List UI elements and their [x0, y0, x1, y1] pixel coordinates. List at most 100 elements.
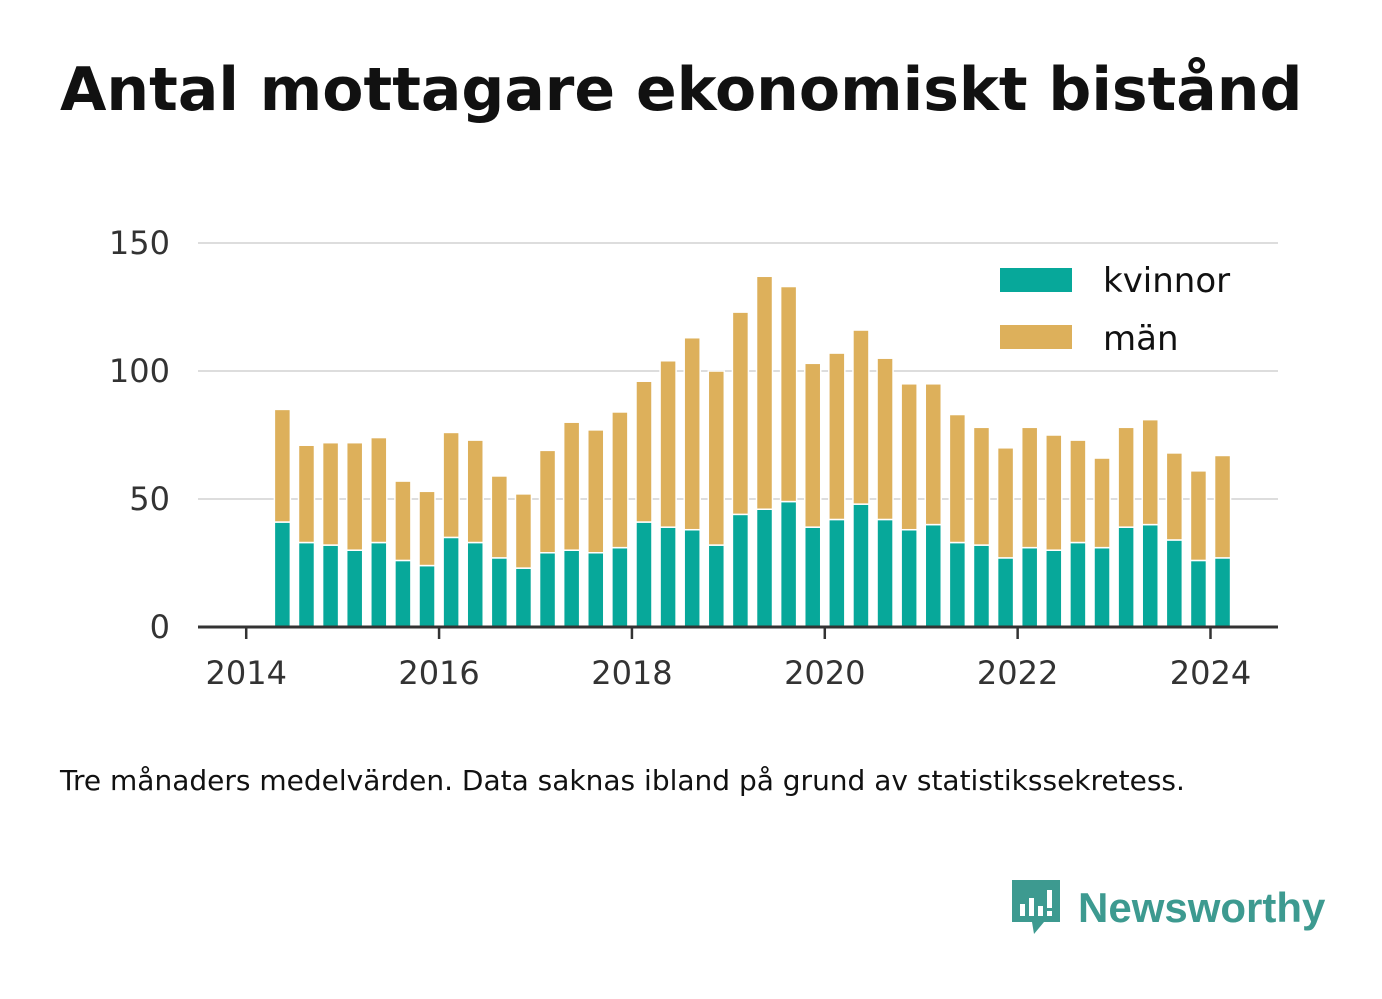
bar-man [803, 362, 822, 528]
bar-kvinnor [321, 544, 340, 628]
bar-kvinnor [635, 521, 653, 628]
x-tick-label: 2018 [591, 654, 672, 692]
bar-man [490, 475, 509, 559]
x-tick-label: 2020 [784, 654, 865, 692]
bar-man [755, 275, 774, 510]
chart-note: Tre månaders medelvärden. Data saknas ib… [60, 764, 1185, 797]
x-tick-label: 2022 [977, 654, 1058, 692]
bar-man [1117, 426, 1135, 528]
bar-man [828, 352, 846, 521]
bar-man [1141, 418, 1159, 526]
bar-kvinnor [514, 567, 533, 628]
bar-man [273, 408, 292, 523]
bar-kvinnor [1045, 549, 1063, 628]
bar-man [1213, 454, 1232, 559]
legend: kvinnor män [982, 250, 1252, 370]
bars [273, 275, 1232, 628]
bar-kvinnor [1020, 546, 1039, 628]
bar-kvinnor [1165, 539, 1184, 628]
bar-man [635, 380, 653, 523]
bar-man [466, 439, 484, 544]
bar-kvinnor [948, 541, 967, 628]
bar-kvinnor [852, 503, 870, 628]
bar-man [707, 370, 726, 546]
legend-label-man: män [1103, 319, 1179, 359]
bar-man [996, 447, 1015, 559]
bar-man [345, 441, 364, 551]
bar-man [852, 329, 870, 505]
bar-man [370, 436, 388, 544]
chart-title: Antal mottagare ekonomiskt bistånd [60, 55, 1303, 125]
bar-kvinnor [1093, 546, 1111, 628]
bar-kvinnor [538, 552, 557, 628]
bar-kvinnor [755, 508, 774, 628]
bar-kvinnor [659, 526, 677, 628]
bar-kvinnor [1213, 557, 1232, 628]
y-tick-label: 150 [109, 224, 170, 262]
bar-kvinnor [345, 549, 364, 628]
y-tick-label: 50 [129, 480, 170, 518]
bar-kvinnor [731, 513, 750, 628]
bar-kvinnor [466, 541, 484, 628]
x-tick-label: 2016 [398, 654, 479, 692]
bar-man [1020, 426, 1039, 549]
bar-man [587, 429, 605, 554]
bar-kvinnor [1069, 541, 1087, 628]
bar-kvinnor [297, 541, 316, 628]
bar-kvinnor [683, 528, 701, 628]
bar-man [1069, 439, 1087, 544]
bar-man [876, 357, 894, 521]
bar-man [659, 360, 677, 528]
bar-man [611, 411, 629, 549]
bar-man [1165, 452, 1184, 541]
bar-kvinnor [1141, 523, 1159, 628]
bar-kvinnor [996, 557, 1015, 628]
bar-kvinnor [803, 526, 822, 628]
bar-kvinnor [562, 549, 581, 628]
bar-man [394, 480, 412, 562]
bar-man [948, 413, 967, 544]
bar-kvinnor [972, 544, 991, 628]
bar-kvinnor [587, 552, 605, 628]
bar-man [538, 449, 557, 554]
bar-man [321, 441, 340, 546]
bar-man [442, 431, 460, 539]
bar-kvinnor [876, 518, 894, 628]
bar-man [972, 426, 991, 546]
bar-kvinnor [442, 536, 460, 628]
y-tick-label: 100 [109, 352, 170, 390]
bar-man [779, 285, 798, 503]
y-tick-label: 0 [150, 608, 170, 646]
bar-kvinnor [418, 564, 436, 628]
bar-man [1093, 457, 1111, 549]
legend-label-kvinnor: kvinnor [1103, 261, 1230, 301]
bar-kvinnor [1117, 526, 1135, 628]
bar-man [1189, 470, 1208, 562]
x-tick-label: 2014 [205, 654, 286, 692]
bar-kvinnor [828, 518, 846, 628]
legend-swatch-man [1000, 325, 1072, 349]
bar-kvinnor [779, 500, 798, 628]
bar-man [514, 493, 533, 569]
bar-kvinnor [611, 546, 629, 628]
bar-man [900, 383, 918, 531]
axes: 0 50 100 150 2014 2016 2018 2020 2022 2024 [109, 224, 1278, 692]
bar-man [418, 490, 436, 567]
bar-man [297, 444, 316, 544]
legend-swatch-kvinnor [1000, 268, 1072, 292]
bar-man [924, 383, 943, 526]
brand-logo: Newsworthy [1010, 878, 1325, 938]
bar-chart-speech-bubble-icon [1012, 880, 1060, 934]
bar-kvinnor [394, 559, 412, 628]
bar-man [731, 311, 750, 516]
bar-kvinnor [490, 557, 509, 628]
bar-kvinnor [370, 541, 388, 628]
brand-name: Newsworthy [1078, 884, 1326, 931]
bar-kvinnor [1189, 559, 1208, 628]
bar-kvinnor [273, 521, 292, 628]
bar-kvinnor [924, 523, 943, 628]
bar-kvinnor [900, 528, 918, 628]
bar-kvinnor [707, 544, 726, 628]
bar-man [562, 421, 581, 551]
